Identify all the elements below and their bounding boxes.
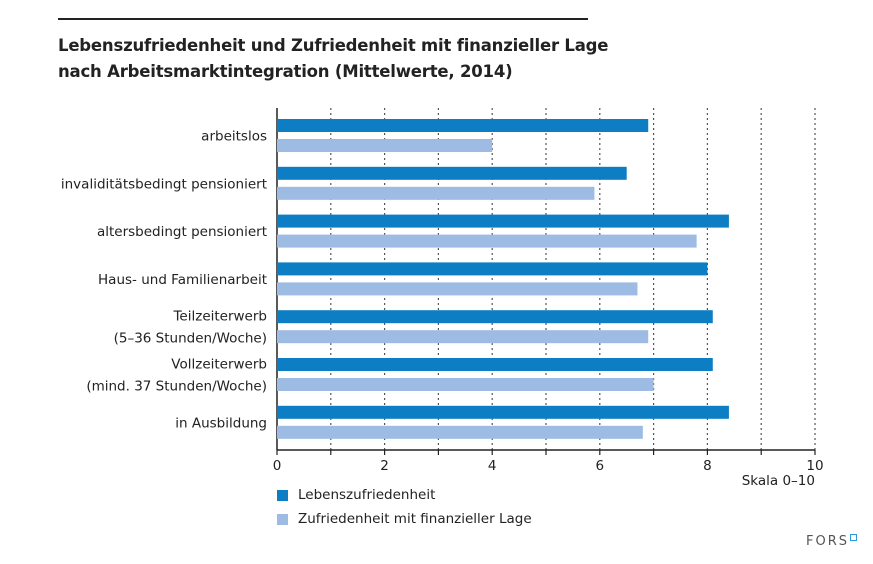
x-tick-label: 6 — [596, 458, 605, 474]
bar-lebenszufriedenheit — [277, 119, 649, 132]
chart-title-line-2: nach Arbeitsmarktintegration (Mittelwert… — [58, 62, 513, 81]
bar-finanzielle-lage — [277, 282, 638, 296]
chart-title-line-1: Lebenszufriedenheit und Zufriedenheit mi… — [58, 36, 609, 55]
x-tick-label: 10 — [806, 458, 823, 474]
bar-lebenszufriedenheit — [277, 358, 713, 371]
legend-swatch — [277, 489, 288, 501]
bar-finanzielle-lage — [277, 378, 654, 391]
bar-lebenszufriedenheit — [277, 310, 713, 324]
legend-label: Zufriedenheit mit finanzieller Lage — [298, 511, 532, 527]
bar-finanzielle-lage — [277, 234, 697, 248]
category-label: altersbedingt pensioniert — [97, 224, 267, 240]
category-label: in Ausbildung — [175, 415, 267, 431]
x-tick-label: 0 — [273, 458, 282, 474]
legend-item-lebenszufriedenheit: Lebenszufriedenheit — [277, 487, 435, 503]
category-label: (5–36 Stunden/Woche) — [114, 331, 267, 347]
fors-logo: FORS — [806, 534, 857, 549]
bar-finanzielle-lage — [277, 139, 493, 152]
legend-label: Lebenszufriedenheit — [298, 487, 436, 503]
logo-square-icon — [850, 534, 857, 541]
x-tick-label: 2 — [380, 458, 389, 474]
title-rule — [58, 18, 588, 20]
legend-swatch — [277, 513, 288, 525]
category-label: (mind. 37 Stunden/Woche) — [86, 379, 267, 395]
bar-finanzielle-lage — [277, 425, 643, 439]
bar-lebenszufriedenheit — [277, 405, 729, 419]
bar-lebenszufriedenheit — [277, 214, 729, 228]
bar-finanzielle-lage — [277, 330, 649, 344]
category-label: arbeitslos — [201, 129, 267, 145]
bar-lebenszufriedenheit — [277, 166, 627, 180]
bar-lebenszufriedenheit — [277, 262, 708, 276]
x-tick-label: 4 — [488, 458, 497, 474]
category-label: Teilzeiterwerb — [172, 309, 267, 325]
category-label: Vollzeiterwerb — [171, 357, 267, 373]
category-label: invaliditätsbedingt pensioniert — [61, 176, 267, 192]
x-tick-label: 8 — [703, 458, 712, 474]
axis-scale-label: Skala 0–10 — [741, 473, 815, 489]
logo-text: FORS — [806, 534, 849, 549]
bar-finanzielle-lage — [277, 186, 595, 200]
legend-item-finanzielle-lage: Zufriedenheit mit finanzieller Lage — [277, 511, 532, 527]
category-label: Haus- und Familienarbeit — [98, 272, 267, 288]
